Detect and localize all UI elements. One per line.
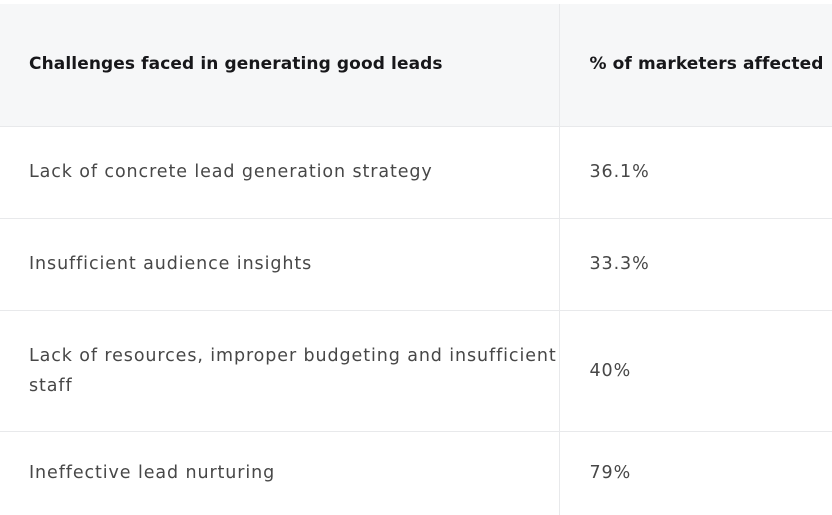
- lead-challenges-table: Challenges faced in generating good lead…: [0, 4, 832, 515]
- challenge-cell: Lack of resources, improper budgeting an…: [0, 310, 559, 432]
- table-row: Lack of concrete lead generation strateg…: [0, 126, 832, 219]
- header-row: Challenges faced in generating good lead…: [0, 4, 832, 127]
- percent-cell: 33.3%: [558, 218, 832, 311]
- table-header: Challenges faced in generating good lead…: [0, 4, 832, 127]
- challenge-cell: Ineffective lead nurturing: [29, 463, 276, 484]
- challenge-cell: Insufficient audience insights: [0, 218, 559, 311]
- percent-cell: 36.1%: [558, 126, 832, 219]
- table-row: Ineffective lead nurturing 79%: [0, 431, 832, 515]
- table-row: Lack of resources, improper budgeting an…: [0, 310, 832, 432]
- challenge-cell: Lack of concrete lead generation strateg…: [0, 126, 559, 219]
- table-body: Lack of concrete lead generation strateg…: [0, 126, 832, 515]
- percent-cell: 40%: [558, 310, 832, 432]
- table-row: Insufficient audience insights 33.3%: [0, 218, 832, 311]
- header-percent-affected: % of marketers affected: [558, 4, 832, 127]
- percent-cell: 79%: [558, 431, 832, 515]
- header-challenges: Challenges faced in generating good lead…: [0, 4, 559, 127]
